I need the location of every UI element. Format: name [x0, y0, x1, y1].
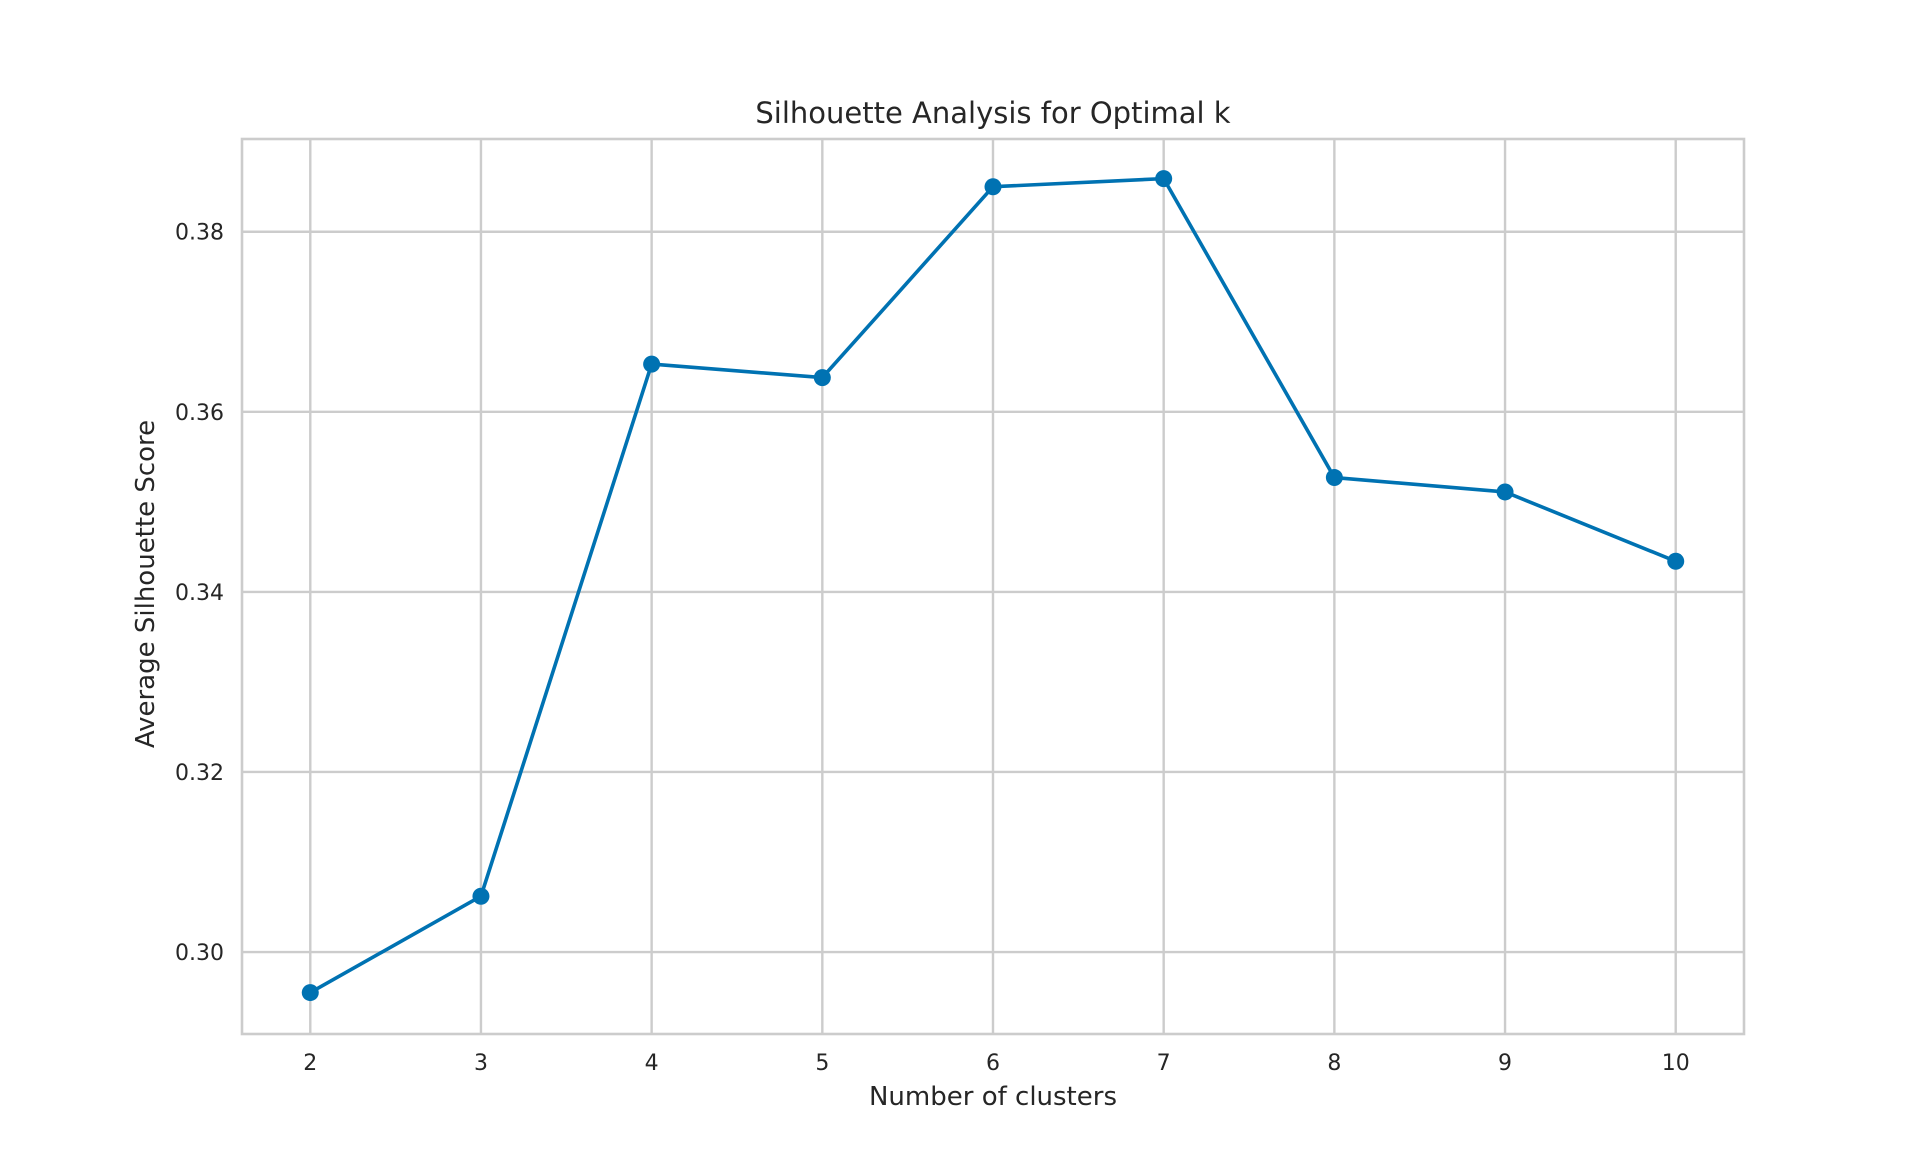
y-tick-label: 0.34	[175, 581, 224, 606]
x-tick-label: 7	[1157, 1051, 1171, 1076]
plot-frame	[240, 137, 1746, 1036]
y-axis-label: Average Silhouette Score	[131, 420, 161, 748]
x-tick-label: 9	[1498, 1051, 1512, 1076]
data-point	[472, 887, 490, 905]
chart-title: Silhouette Analysis for Optimal k	[755, 96, 1230, 130]
tick-layer: 2 3 4 5 6 7 8 9 10 0.30 0.32 0.34 0.36 0.38	[175, 221, 1690, 1076]
x-tick-label: 8	[1327, 1051, 1341, 1076]
series-layer	[301, 170, 1685, 1002]
grid-layer	[242, 139, 1744, 1034]
x-tick-label: 5	[815, 1051, 829, 1076]
y-tick-label: 0.38	[175, 221, 224, 246]
x-tick-label: 6	[986, 1051, 1000, 1076]
x-axis-label: Number of clusters	[869, 1082, 1117, 1112]
data-point	[813, 369, 831, 387]
x-tick-label: 2	[303, 1051, 317, 1076]
data-point	[1667, 552, 1685, 570]
data-point	[643, 355, 661, 373]
data-point	[301, 984, 319, 1002]
data-point	[984, 178, 1002, 196]
x-tick-label: 3	[474, 1051, 488, 1076]
y-tick-label: 0.30	[175, 941, 224, 966]
data-point	[1325, 469, 1343, 487]
x-tick-label: 10	[1662, 1051, 1690, 1076]
x-tick-label: 4	[645, 1051, 659, 1076]
y-tick-label: 0.32	[175, 761, 224, 786]
data-point	[1155, 170, 1173, 188]
data-point	[1496, 483, 1514, 501]
y-tick-label: 0.36	[175, 401, 224, 426]
